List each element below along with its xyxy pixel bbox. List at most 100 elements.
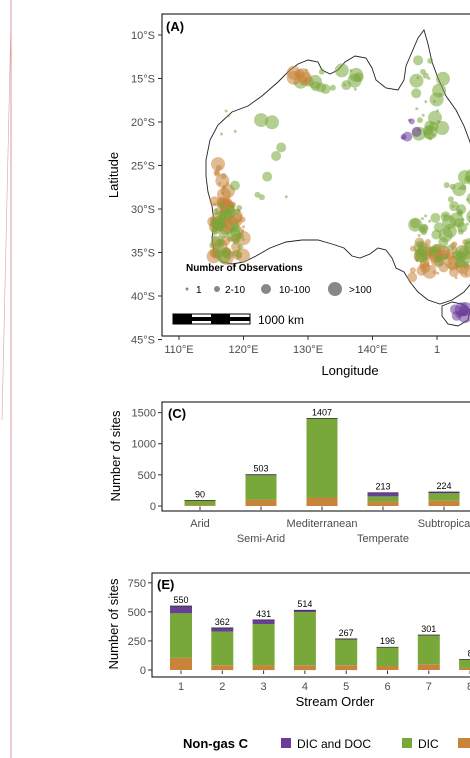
- scale-bar: [172, 313, 251, 325]
- observation-point: [276, 142, 287, 153]
- lon-tick-label: 130°E: [293, 344, 323, 356]
- observation-point: [436, 109, 440, 113]
- observation-point: [329, 84, 336, 91]
- observation-point: [237, 243, 244, 250]
- panel-a-tag: (A): [166, 19, 184, 34]
- observation-point: [220, 132, 224, 136]
- observation-point: [236, 204, 243, 211]
- observation-point: [242, 238, 246, 241]
- observation-point: [420, 217, 424, 221]
- legend-label-dic: DIC: [418, 737, 439, 751]
- observation-point: [242, 225, 245, 229]
- observation-point: [271, 151, 282, 161]
- observation-point: [258, 194, 265, 201]
- legend-swatch-dic-doc: [281, 738, 291, 748]
- observation-point: [449, 261, 452, 265]
- observation-point: [436, 255, 443, 262]
- observation-point: [222, 186, 226, 190]
- panel-a-map: (A) 10°S15°S20°S25°S30°S35°S40°S45°S 110…: [106, 13, 470, 378]
- x-tick-label: 3: [261, 681, 267, 693]
- legend-swatch-other: [458, 738, 470, 748]
- observation-point: [241, 229, 245, 233]
- observation-point: [458, 306, 469, 316]
- panel-e-stream-order-bars: (E) Number of sites Stream Order 5503624…: [106, 572, 470, 709]
- obs-legend-symbol-4: [328, 282, 342, 296]
- observation-point: [409, 73, 424, 88]
- obs-legend-symbol-1: [185, 287, 189, 291]
- y-tick-label: 500: [128, 607, 146, 619]
- observation-point: [298, 71, 312, 86]
- y-tick-label: 1500: [132, 408, 156, 420]
- bar-segment: [367, 496, 399, 502]
- x-tick-label: 7: [426, 681, 432, 693]
- panel-e-axes: 0 250 500 750 1 2 3 4 5 6 7 8: [128, 578, 470, 693]
- observation-point: [213, 169, 220, 176]
- observation-point: [237, 233, 244, 240]
- observation-point: [229, 222, 233, 225]
- bar-segment: [376, 666, 399, 670]
- bar-segment: [306, 497, 338, 506]
- bar-segment: [335, 639, 358, 666]
- x-tick-label: Subtropica: [418, 518, 470, 530]
- bottom-legend-title: Non-gas C: [183, 736, 249, 751]
- obs-legend-label-4: >100: [349, 285, 372, 296]
- left-margin-diagonal: [1, 19, 12, 421]
- x-tick-label: 6: [384, 681, 390, 693]
- y-tick-label: 0: [140, 665, 146, 677]
- lat-tick-label: 25°S: [131, 161, 155, 173]
- observation-point: [458, 187, 462, 190]
- legend-label-dic-doc: DIC and DOC: [297, 737, 371, 751]
- x-tick-label: Semi-Arid: [237, 533, 285, 545]
- observation-point: [218, 228, 229, 239]
- observation-point: [451, 204, 455, 208]
- observation-point: [254, 113, 269, 128]
- observation-point: [454, 262, 458, 266]
- observation-point: [443, 182, 450, 189]
- lat-tick-label: 15°S: [131, 74, 155, 86]
- panel-c-climate-bars: (C) Number of sites 90 503 1407 213 224 0 500…: [108, 401, 470, 545]
- bar-segment: [252, 619, 275, 624]
- obs-legend-symbol-3: [261, 284, 271, 294]
- lon-tick-label: 120°E: [228, 344, 258, 356]
- longitude-axis: 110°E 120°E 130°E 140°E 1: [164, 336, 440, 356]
- observation-point: [452, 250, 463, 261]
- observation-point: [411, 126, 422, 137]
- bar-segment: [245, 499, 277, 506]
- observation-point: [417, 234, 421, 237]
- lat-tick-label: 10°S: [131, 30, 155, 42]
- observation-point: [424, 214, 428, 218]
- bar-segment: [293, 610, 316, 613]
- observation-point: [454, 276, 458, 280]
- observation-point: [214, 212, 218, 216]
- observation-point: [236, 225, 240, 229]
- bar-segment: [367, 492, 399, 497]
- observation-point: [262, 171, 273, 182]
- observation-point: [442, 214, 446, 218]
- observation-point: [455, 265, 459, 269]
- observation-point: [407, 272, 418, 283]
- observation-point: [424, 120, 435, 131]
- x-tick-label: 2: [219, 681, 225, 693]
- observation-point: [424, 100, 428, 104]
- observation-point: [456, 208, 463, 215]
- bar-segment: [293, 665, 316, 671]
- bar-segment: [170, 613, 192, 658]
- observation-point: [216, 249, 231, 264]
- lat-tick-label: 30°S: [131, 204, 155, 216]
- observation-point: [265, 115, 279, 130]
- observation-point: [353, 87, 357, 91]
- bar-segment: [293, 612, 316, 666]
- observation-point: [427, 76, 431, 80]
- observation-point: [418, 223, 429, 234]
- bar-segment: [335, 665, 358, 671]
- observation-point: [237, 219, 241, 223]
- observation-point: [432, 83, 447, 98]
- observation-point: [229, 180, 240, 191]
- observation-point: [451, 241, 458, 248]
- bar-segment: [170, 606, 192, 614]
- observation-point: [349, 67, 364, 82]
- observation-point: [231, 228, 234, 231]
- observation-point: [423, 129, 434, 140]
- x-tick-label: Mediterranean: [287, 518, 358, 530]
